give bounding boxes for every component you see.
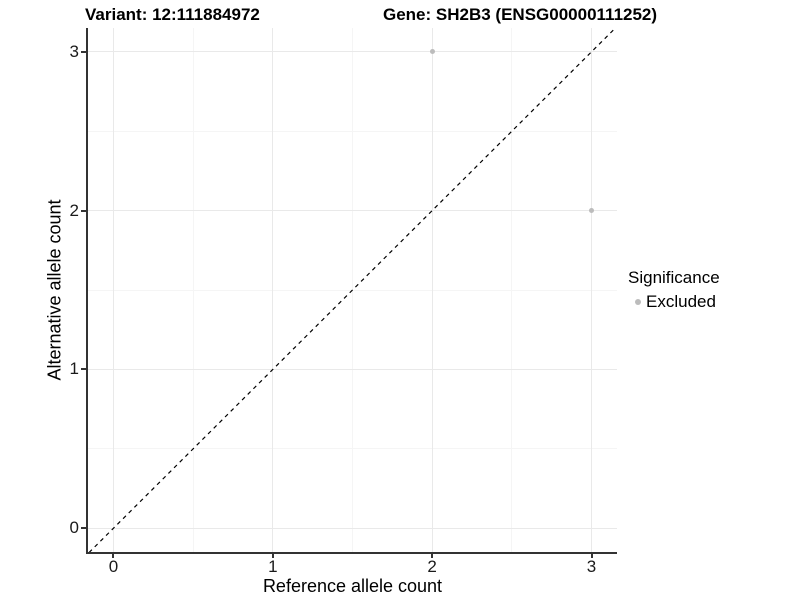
data-point (589, 208, 594, 214)
x-tick-mark (112, 554, 115, 558)
grid-minor-y (88, 130, 617, 132)
variant-title: Variant: 12:111884972 (85, 5, 260, 24)
y-tick-mark (81, 50, 86, 53)
legend-entry-excluded: Excluded (628, 292, 720, 312)
grid-major-x (112, 28, 114, 552)
legend-title: Significance (628, 268, 720, 287)
x-tick-mark (590, 554, 593, 558)
x-tick-label: 3 (586, 557, 597, 576)
grid-major-x (431, 28, 433, 552)
grid-major-x (591, 28, 592, 552)
x-tick-label: 2 (427, 557, 437, 576)
y-tick-label: 2 (69, 200, 79, 220)
y-tick-label: 1 (69, 359, 79, 379)
x-tick-label: 1 (268, 557, 278, 576)
y-axis-line (86, 28, 88, 554)
y-tick-mark (81, 368, 86, 371)
y-axis-title: Alternative allele count (44, 199, 65, 381)
grid-major-y (88, 51, 617, 53)
x-tick-mark (431, 554, 434, 558)
x-axis-line (86, 552, 617, 554)
y-tick-mark (81, 209, 86, 212)
legend-entry-label: Excluded (646, 292, 716, 311)
x-tick-mark (271, 554, 274, 558)
y-tick-mark (81, 527, 86, 530)
grid-minor-y (88, 448, 617, 450)
grid-major-y (88, 210, 617, 212)
legend: Significance Excluded (628, 268, 720, 312)
x-tick-label: 0 (108, 557, 119, 576)
x-axis-title: Reference allele count (262, 576, 443, 596)
plot-panel (88, 28, 617, 552)
identity-line-layer (88, 28, 617, 552)
data-point (429, 49, 435, 55)
y-tick-label: 3 (69, 41, 79, 61)
identity-line (88, 28, 617, 552)
grid-major-x (272, 28, 274, 552)
grid-major-y (88, 368, 617, 370)
y-tick-label: 0 (69, 518, 79, 538)
gene-title: Gene: SH2B3 (ENSG00000111252) (383, 5, 658, 24)
excluded-point-icon (635, 299, 641, 305)
grid-major-y (88, 527, 617, 529)
